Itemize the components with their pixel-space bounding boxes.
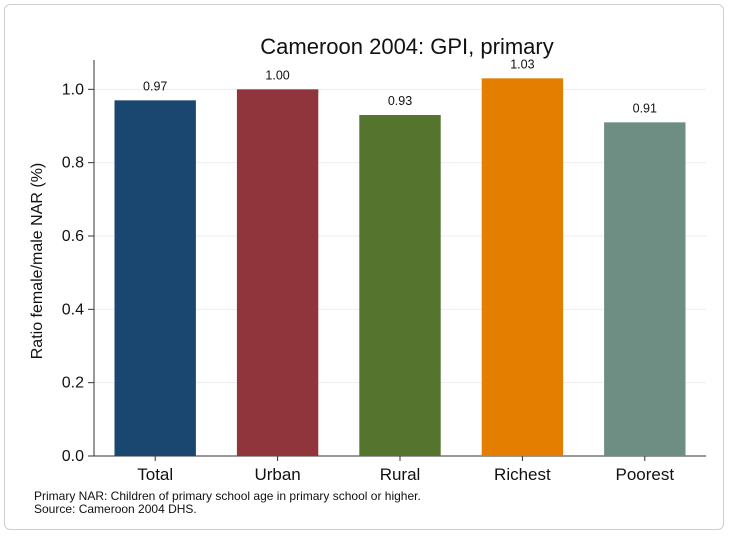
data-label: 0.97	[143, 79, 167, 93]
bar-poorest	[604, 122, 686, 456]
footnote-definition: Primary NAR: Children of primary school …	[34, 489, 421, 503]
x-category-label: Rural	[380, 465, 421, 484]
footnote-source: Source: Cameroon 2004 DHS.	[34, 502, 197, 516]
y-tick-label: 0.8	[62, 155, 84, 172]
bar-rural	[359, 115, 441, 456]
data-label: 1.00	[265, 68, 289, 82]
x-category-label: Urban	[254, 465, 300, 484]
y-axis-ticks: 0.0 0.2 0.4 0.6 0.8 1.0	[62, 60, 706, 465]
bar-richest	[481, 78, 564, 456]
y-tick-label: 0.0	[62, 448, 84, 465]
data-label: 1.03	[510, 57, 534, 71]
y-tick-label: 0.6	[62, 228, 84, 245]
x-category-label: Poorest	[616, 465, 675, 484]
y-axis-label: Ratio female/male NAR (%)	[29, 163, 46, 360]
x-axis-categories: Total Urban Rural Richest Poorest	[137, 456, 674, 484]
chart-title: Cameroon 2004: GPI, primary	[260, 34, 553, 59]
y-tick-label: 0.2	[62, 375, 84, 392]
y-tick-label: 1.0	[62, 81, 84, 98]
bar-urban	[236, 89, 319, 456]
data-label: 0.91	[633, 101, 657, 115]
x-category-label: Richest	[494, 465, 551, 484]
x-category-label: Total	[137, 465, 173, 484]
data-label: 0.93	[388, 94, 412, 108]
data-labels: 0.97 1.00 0.93 1.03 0.91	[143, 57, 657, 115]
bar-total	[114, 100, 196, 456]
bars	[114, 78, 686, 456]
y-tick-label: 0.4	[62, 301, 84, 318]
